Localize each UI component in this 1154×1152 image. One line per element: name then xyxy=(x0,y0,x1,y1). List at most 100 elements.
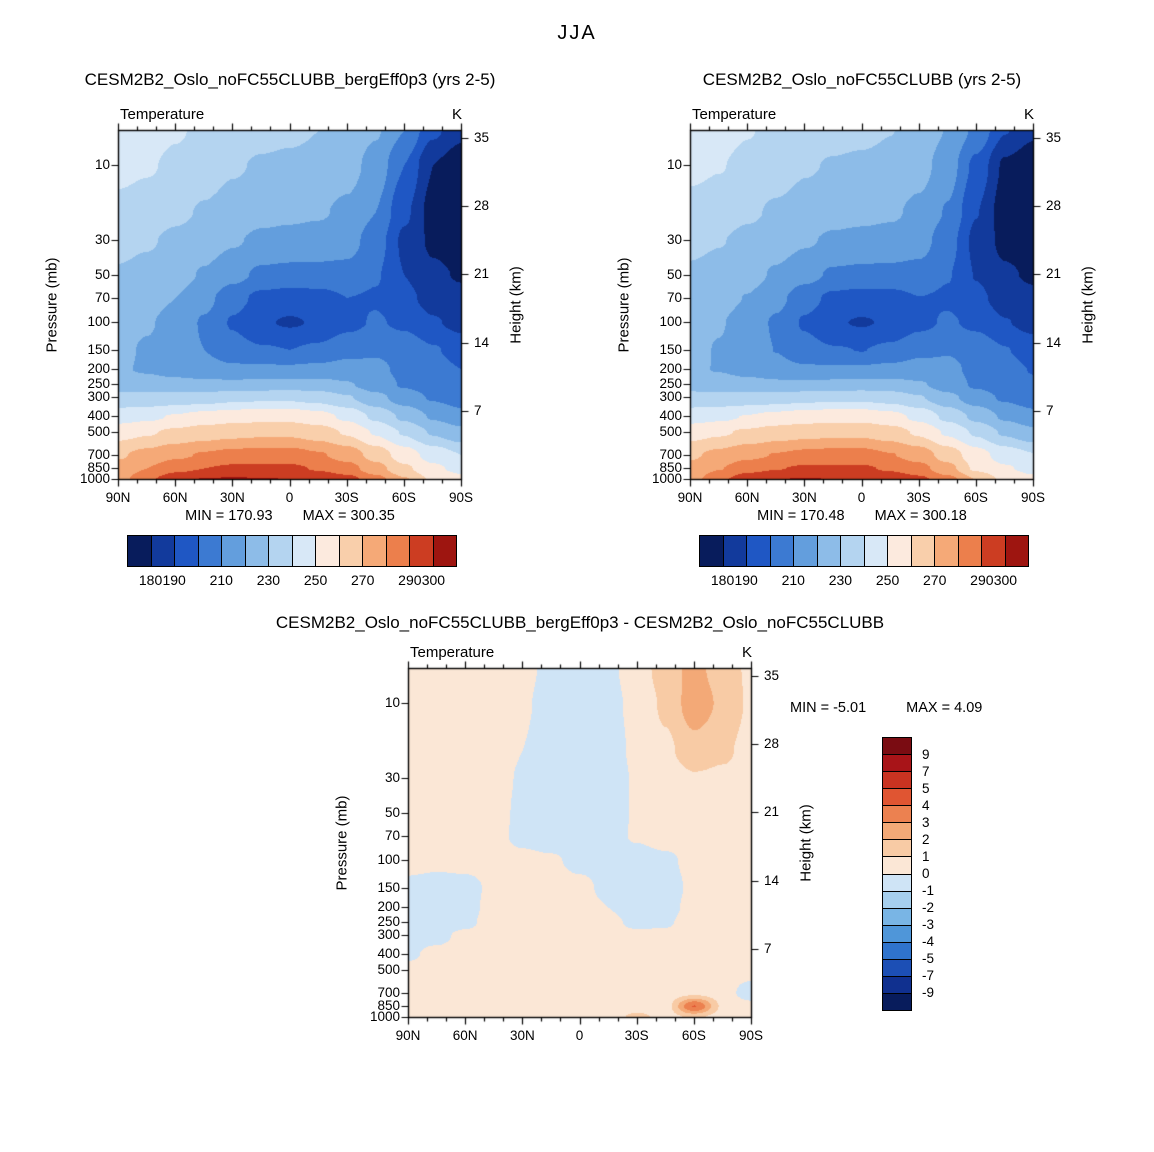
colorbar-cell xyxy=(883,857,911,875)
minmax-readout: MIN = 170.93 MAX = 300.35 xyxy=(118,508,462,524)
pressure-tick-label: 10 xyxy=(94,156,110,172)
colorbar-tick-label: -3 xyxy=(922,917,935,932)
pressure-axis-title: Pressure (mb) xyxy=(43,257,61,353)
colorbar-cell xyxy=(935,536,959,566)
pressure-tick-label: 400 xyxy=(87,408,110,424)
colorbar-cell xyxy=(770,536,794,566)
colorbar-cell xyxy=(386,536,410,566)
colorbar-cell xyxy=(982,536,1006,566)
colorbar-cell xyxy=(883,908,911,926)
height-axis-title: Height (km) xyxy=(507,266,525,344)
pressure-tick-label: 200 xyxy=(377,899,400,915)
colorbar-tick-label: 210 xyxy=(209,572,233,588)
pressure-axis-title: Pressure (mb) xyxy=(333,795,351,891)
colorbar-tick-label: 270 xyxy=(351,572,375,588)
colorbar-cell xyxy=(911,536,935,566)
colorbar-tick-label: 300 xyxy=(993,572,1018,588)
colorbar-cell xyxy=(128,536,152,566)
pressure-tick-label: 30 xyxy=(94,231,110,247)
height-tick-label: 21 xyxy=(764,804,780,820)
lat-tick-label: 60N xyxy=(734,490,760,505)
colorbar-tick-label: 290 xyxy=(398,572,422,588)
pressure-tick-label: 70 xyxy=(384,827,400,843)
colorbar-cell xyxy=(198,536,222,566)
pressure-axis-title: Pressure (mb) xyxy=(615,257,633,353)
height-axis-title: Height (km) xyxy=(797,804,815,882)
colorbar-cell xyxy=(883,959,911,977)
pressure-tick-label: 1000 xyxy=(651,471,682,486)
height-tick-label: 14 xyxy=(1046,334,1062,350)
colorbar-cell xyxy=(700,536,724,566)
pressure-tick-label: 850 xyxy=(659,459,682,475)
colorbar-tick-label: -5 xyxy=(922,951,935,966)
colorbar-cell xyxy=(363,536,387,566)
colorbar-tick-label: 7 xyxy=(922,764,930,779)
lat-tick-label: 60S xyxy=(391,490,416,505)
lat-tick-label: 30S xyxy=(624,1028,649,1043)
colorbar-cell xyxy=(175,536,199,566)
lat-tick-label: 0 xyxy=(285,490,294,505)
height-tick-label: 7 xyxy=(474,402,482,418)
colorbar-cell xyxy=(410,536,434,566)
lat-tick-label: 90N xyxy=(395,1028,421,1043)
colorbar-tick-label: 5 xyxy=(922,781,930,796)
height-axis-title: Height (km) xyxy=(1079,266,1097,344)
colorbar-cell xyxy=(883,755,911,773)
pressure-tick-label: 10 xyxy=(666,156,682,172)
min-value: MIN = 170.93 xyxy=(185,508,273,524)
pressure-tick-label: 700 xyxy=(377,984,400,1000)
colorbar-tick-label: 9 xyxy=(922,747,930,762)
pressure-tick-label: 150 xyxy=(87,341,110,357)
height-tick-label: 35 xyxy=(764,667,780,683)
pressure-tick-label: 700 xyxy=(87,446,110,462)
colorbar-tick-label: 1 xyxy=(922,849,930,864)
pressure-tick-label: 850 xyxy=(87,459,110,475)
lat-tick-label: 0 xyxy=(857,490,866,505)
colorbar-cell xyxy=(883,976,911,994)
lat-tick-label: 90S xyxy=(1020,490,1046,505)
panel-title: CESM2B2_Oslo_noFC55CLUBB_bergEff0p3 (yrs… xyxy=(84,70,496,89)
lat-tick-label: 60S xyxy=(963,490,988,505)
pressure-tick-label: 500 xyxy=(377,961,400,977)
colorbar-tick-label: 190 xyxy=(734,572,758,588)
height-tick-label: 7 xyxy=(1046,402,1054,418)
pressure-tick-label: 200 xyxy=(659,361,682,377)
colorbar-cell xyxy=(883,823,911,841)
height-tick-label: 14 xyxy=(474,334,490,350)
colorbar-cell xyxy=(723,536,747,566)
pressure-tick-label: 70 xyxy=(666,289,682,305)
pressure-tick-label: 100 xyxy=(87,313,110,329)
colorbar-tick-label: 300 xyxy=(421,572,446,588)
colorbar-cell xyxy=(747,536,771,566)
colorbar-tick-label: 190 xyxy=(162,572,186,588)
colorbar-tick-label: 290 xyxy=(970,572,994,588)
colorbar-cell xyxy=(339,536,363,566)
pressure-tick-label: 70 xyxy=(94,289,110,305)
unit-label: K xyxy=(1023,106,1034,123)
colorbar-tick-label: 250 xyxy=(875,572,900,588)
pressure-tick-label: 150 xyxy=(659,341,682,357)
pressure-tick-label: 100 xyxy=(377,851,400,867)
pressure-tick-label: 400 xyxy=(377,946,400,962)
colorbar-cell xyxy=(883,738,911,756)
colorbar-cell xyxy=(817,536,841,566)
lat-tick-label: 60N xyxy=(452,1028,478,1043)
minmax-readout: MIN = 170.48 MAX = 300.18 xyxy=(690,508,1034,524)
lat-tick-label: 60S xyxy=(681,1028,706,1043)
pressure-tick-label: 700 xyxy=(659,446,682,462)
pressure-tick-label: 300 xyxy=(659,388,682,404)
pressure-tick-label: 250 xyxy=(87,376,110,392)
colorbar-cell xyxy=(883,840,911,858)
colorbar-tick-label: -2 xyxy=(922,900,935,915)
contour-plot xyxy=(106,118,474,492)
lat-tick-label: 30N xyxy=(219,490,245,505)
lat-tick-label: 30N xyxy=(509,1028,535,1043)
height-tick-label: 28 xyxy=(474,198,490,214)
colorbar-cell xyxy=(245,536,269,566)
lat-tick-label: 90S xyxy=(738,1028,764,1043)
pressure-tick-label: 300 xyxy=(377,926,400,942)
colorbar-tick-label: 0 xyxy=(922,866,930,881)
colorbar-cell xyxy=(883,772,911,790)
pressure-tick-label: 50 xyxy=(384,804,400,820)
lat-tick-label: 0 xyxy=(575,1028,584,1043)
